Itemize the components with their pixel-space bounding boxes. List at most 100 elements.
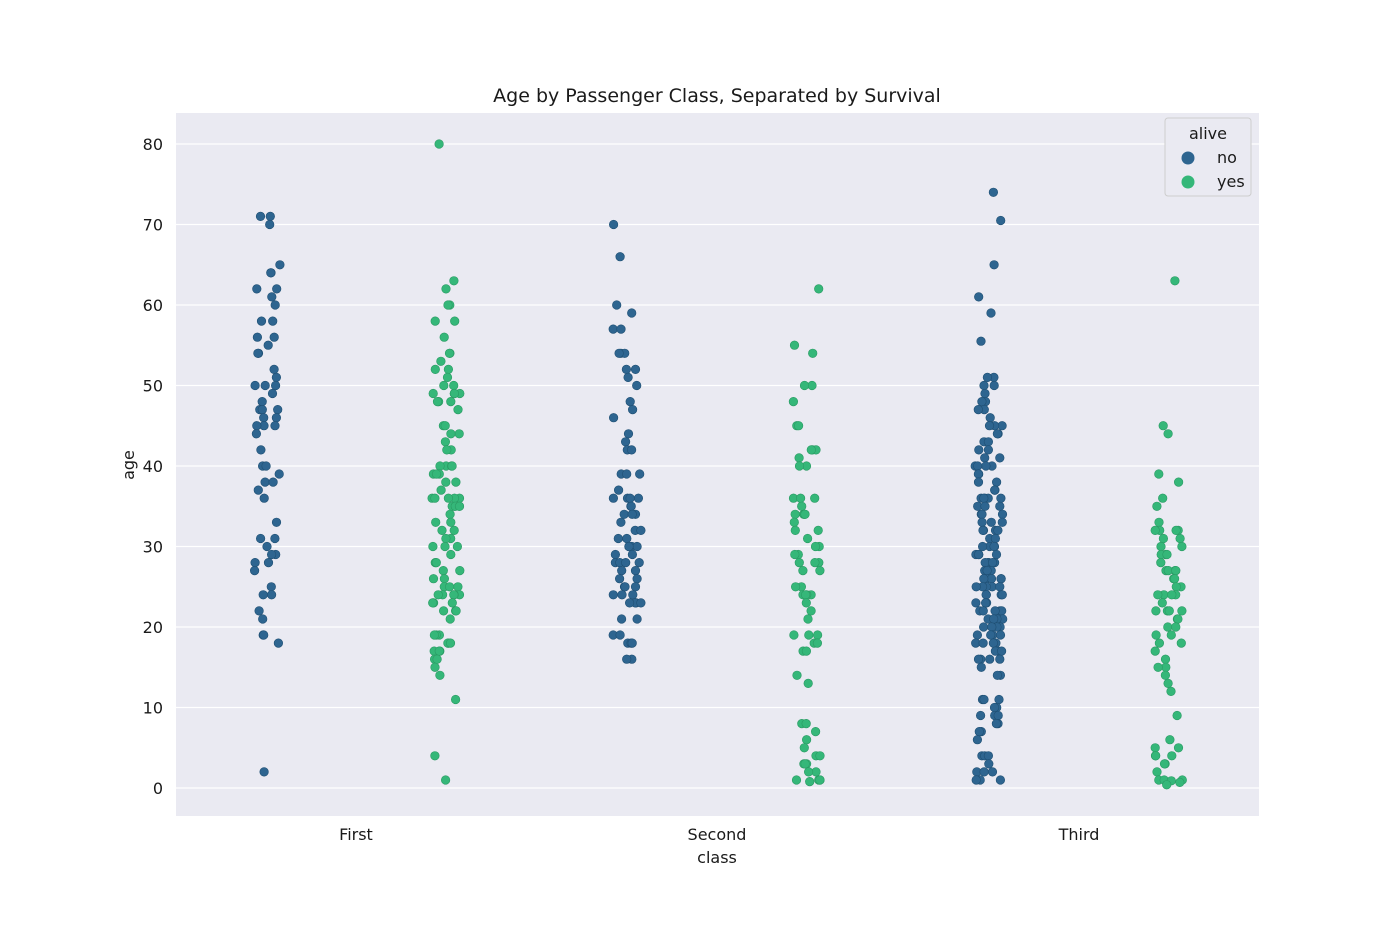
point-no-second-15: [608, 413, 619, 423]
point-no-first-28: [259, 413, 269, 423]
point-yes-third-13: [1175, 533, 1185, 544]
point-no-third-110: [978, 638, 988, 648]
point-yes-second-40: [800, 590, 811, 600]
point-yes-first-19: [449, 388, 460, 399]
point-no-third-8: [979, 380, 989, 391]
point-no-third-59: [989, 541, 999, 552]
point-yes-third-42: [1151, 630, 1161, 640]
point-yes-second-68: [791, 775, 802, 785]
point-no-second-0: [608, 219, 619, 230]
point-no-first-1: [255, 211, 266, 221]
point-yes-third-54: [1150, 743, 1160, 753]
point-no-third-29: [981, 461, 991, 471]
point-no-third-141: [995, 775, 1006, 785]
point-yes-second-27: [810, 541, 821, 552]
point-no-third-115: [995, 654, 1005, 664]
point-yes-second-13: [794, 461, 805, 471]
point-yes-second-5: [788, 397, 799, 407]
point-no-third-36: [990, 485, 1000, 495]
point-yes-third-14: [1156, 541, 1166, 552]
point-yes-first-93: [432, 654, 442, 664]
x-tick-second: Second: [688, 825, 747, 844]
point-yes-first-2: [441, 284, 451, 294]
point-no-second-25: [633, 493, 644, 503]
point-yes-first-76: [447, 598, 457, 608]
point-yes-first-55: [437, 525, 447, 536]
point-yes-second-10: [806, 445, 816, 455]
point-no-first-16: [253, 348, 263, 358]
point-no-second-60: [636, 598, 646, 608]
point-yes-second-16: [795, 493, 806, 503]
point-no-first-42: [270, 533, 280, 544]
point-yes-third-34: [1151, 606, 1161, 616]
point-no-third-140: [987, 767, 998, 777]
y-tick-50: 50: [143, 377, 163, 396]
point-no-first-38: [268, 477, 278, 487]
point-yes-first-27: [446, 429, 456, 439]
point-yes-third-52: [1172, 710, 1182, 721]
point-no-second-16: [623, 429, 634, 439]
point-yes-first-26: [454, 429, 464, 439]
point-yes-first-25: [440, 421, 450, 431]
point-no-first-35: [261, 461, 271, 471]
legend-marker-no: [1181, 151, 1195, 165]
point-yes-third-10: [1150, 525, 1160, 536]
point-yes-third-31: [1167, 590, 1177, 600]
point-yes-third-32: [1157, 598, 1167, 608]
point-yes-second-32: [810, 557, 820, 568]
point-no-first-13: [252, 332, 262, 342]
point-no-first-20: [250, 380, 260, 391]
point-no-third-60: [977, 541, 988, 552]
point-no-third-72: [982, 565, 992, 576]
point-yes-second-51: [792, 670, 802, 680]
point-no-first-9: [270, 300, 280, 310]
point-no-third-75: [979, 574, 989, 584]
point-no-first-23: [257, 397, 267, 407]
point-yes-first-60: [428, 541, 438, 552]
point-yes-second-62: [800, 759, 810, 769]
point-yes-third-58: [1151, 751, 1161, 761]
point-yes-first-15: [439, 380, 449, 391]
point-yes-first-94: [430, 662, 440, 672]
point-yes-third-48: [1153, 662, 1163, 672]
point-no-second-55: [608, 590, 618, 600]
point-no-third-122: [979, 694, 989, 705]
point-yes-second-48: [812, 638, 823, 648]
point-yes-first-39: [441, 477, 451, 487]
point-no-second-32: [627, 509, 637, 519]
point-no-second-17: [620, 437, 631, 447]
point-no-first-19: [271, 380, 281, 391]
point-no-third-128: [993, 710, 1003, 721]
point-no-third-130: [991, 718, 1002, 729]
point-yes-third-1: [1158, 421, 1168, 431]
point-yes-third-40: [1171, 622, 1181, 632]
point-no-second-5: [616, 324, 626, 334]
point-no-third-106: [995, 630, 1006, 640]
point-no-third-9: [989, 380, 999, 391]
point-yes-first-53: [431, 517, 441, 527]
point-no-third-32: [973, 469, 984, 479]
point-no-third-100: [978, 622, 989, 632]
point-yes-second-41: [801, 598, 811, 608]
point-no-first-12: [269, 332, 279, 342]
point-yes-first-61: [446, 549, 456, 560]
point-no-second-56: [617, 590, 627, 600]
point-no-first-8: [267, 292, 277, 302]
point-no-second-12: [632, 380, 642, 391]
point-no-third-7: [982, 372, 993, 383]
point-no-third-136: [983, 751, 994, 761]
point-no-first-41: [271, 517, 282, 527]
point-yes-first-9: [444, 348, 455, 358]
point-no-third-86: [997, 590, 1007, 600]
point-no-second-29: [626, 501, 636, 511]
point-yes-second-56: [801, 735, 812, 745]
point-no-third-18: [984, 421, 995, 431]
legend-label-yes: yes: [1217, 172, 1245, 191]
point-no-first-50: [266, 582, 276, 592]
point-yes-first-16: [428, 388, 438, 399]
point-no-first-48: [263, 557, 274, 568]
point-no-second-61: [624, 598, 635, 608]
point-no-third-26: [980, 453, 990, 463]
point-no-second-68: [627, 638, 637, 648]
